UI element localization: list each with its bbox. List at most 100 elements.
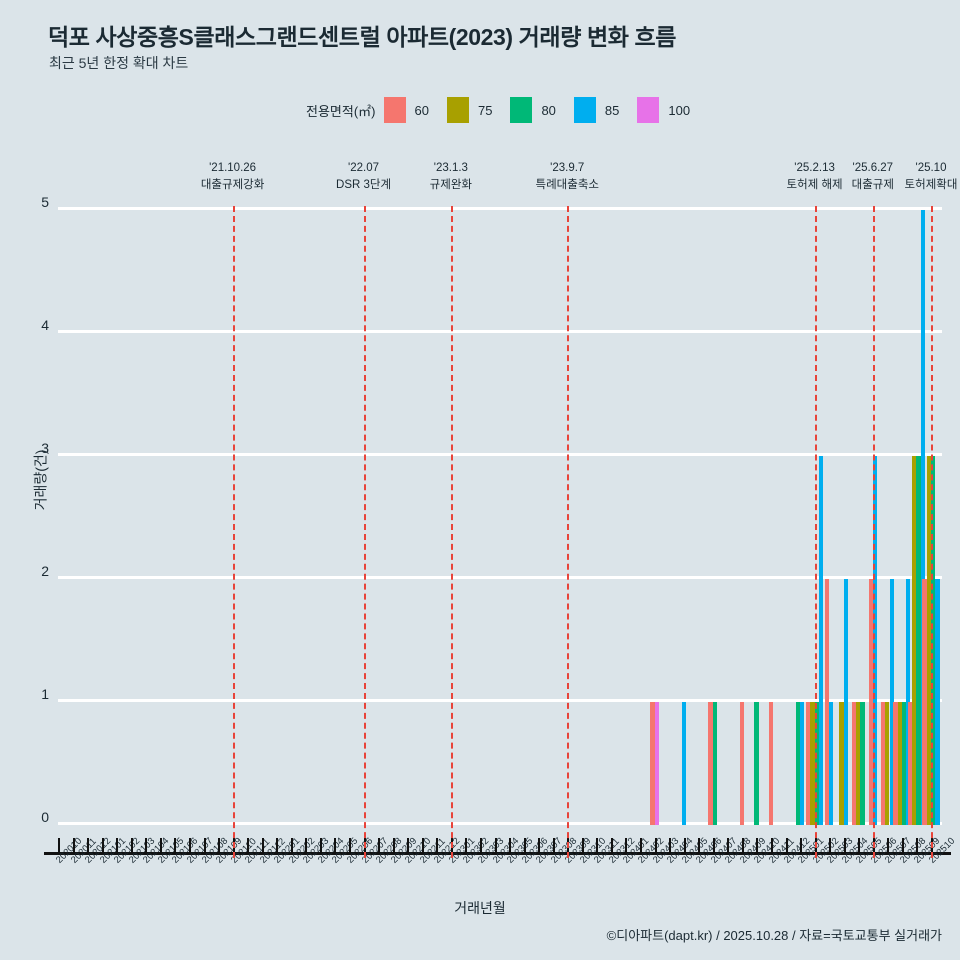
x-tick-202410 xyxy=(756,838,759,852)
x-tick-202305 xyxy=(509,838,512,852)
bar-202508-80[interactable] xyxy=(901,702,907,825)
event-date-6: '25.10 xyxy=(915,162,947,174)
legend-title: 전용면적(㎡) xyxy=(306,103,376,119)
bar-202407-80[interactable] xyxy=(712,702,718,825)
x-tick-202504 xyxy=(843,838,846,852)
bar-202507-85[interactable] xyxy=(889,579,894,825)
bar-202502-85[interactable] xyxy=(818,456,824,825)
x-axis-line xyxy=(44,852,951,855)
event-date-2: '23.1.3 xyxy=(433,162,468,174)
x-tick-202505 xyxy=(858,838,861,852)
bar-202508-60[interactable] xyxy=(893,702,898,825)
gridline-5 xyxy=(58,207,942,210)
event-name-6: 토허제확대 xyxy=(904,178,958,191)
event-label-0: '21.10.26 대출규제강화 xyxy=(201,160,264,193)
x-tick-202204 xyxy=(319,838,322,852)
event-name-5: 대출규제 xyxy=(851,178,894,191)
bar-202510-85[interactable] xyxy=(935,579,940,825)
y-tick-label-0: 0 xyxy=(41,809,49,825)
y-tick-label-1: 1 xyxy=(41,686,49,702)
bar-202505-60[interactable] xyxy=(851,702,857,825)
event-date-4: '25.2.13 xyxy=(794,162,835,174)
x-tick-202010 xyxy=(58,838,60,852)
legend-label-60: 60 xyxy=(414,102,429,118)
bar-202403-100[interactable] xyxy=(654,702,659,825)
bar-202504-75[interactable] xyxy=(839,702,844,825)
y-axis-label: 거래량(건) xyxy=(32,449,49,511)
x-tick-202208 xyxy=(378,838,381,852)
bar-202502-60[interactable] xyxy=(806,702,811,825)
legend-item-85[interactable]: 85 xyxy=(573,97,637,123)
x-tick-202401 xyxy=(625,838,628,852)
x-tick-202107 xyxy=(188,838,191,852)
legend-item-100[interactable]: 100 xyxy=(637,97,708,123)
x-tick-202210 xyxy=(407,838,410,852)
legend: 전용면적(㎡) 60 75 80 85 100 xyxy=(306,97,708,123)
bar-202509-80[interactable] xyxy=(916,456,921,825)
x-tick-202509 xyxy=(916,838,919,852)
legend-item-75[interactable]: 75 xyxy=(446,97,510,123)
event-label-6: '25.10 토허제확대 xyxy=(905,160,958,193)
bar-202410-80[interactable] xyxy=(754,702,759,825)
legend-item-80[interactable]: 80 xyxy=(510,97,573,123)
event-label-3: '23.9.7 특례대출축소 xyxy=(536,160,599,193)
bar-202507-60[interactable] xyxy=(880,702,886,825)
bar-202510-60[interactable] xyxy=(922,579,927,825)
bar-202409-60[interactable] xyxy=(739,702,744,825)
bar-202509-75[interactable] xyxy=(912,456,917,825)
bar-202403-60[interactable] xyxy=(650,702,655,825)
x-tick-202203 xyxy=(305,838,308,852)
bar-202506-85[interactable] xyxy=(872,456,878,825)
event-line-0 xyxy=(232,206,235,858)
bar-202505-80[interactable] xyxy=(860,702,865,825)
x-tick-202411 xyxy=(770,838,773,852)
x-tick-202105 xyxy=(159,838,162,852)
gridline-0 xyxy=(58,822,942,825)
bar-202508-75[interactable] xyxy=(897,702,902,825)
plot-area: 0 1 2 3 4 5 xyxy=(41,194,942,825)
x-tick-202501 xyxy=(800,838,803,852)
bar-202405-85[interactable] xyxy=(681,702,686,825)
legend-swatch-100 xyxy=(637,97,660,123)
bar-202506-60[interactable] xyxy=(868,579,873,825)
bar-202502-80[interactable] xyxy=(814,702,819,825)
x-tick-202310 xyxy=(581,838,584,852)
gridline-1 xyxy=(58,699,942,702)
x-tick-202405 xyxy=(683,838,686,852)
y-tick-label-3: 3 xyxy=(41,440,49,456)
bar-202411-60[interactable] xyxy=(768,702,774,825)
event-name-3: 특례대출축소 xyxy=(535,178,599,191)
x-tick-202201 xyxy=(276,838,279,852)
x-tick-202103 xyxy=(130,838,133,852)
legend-swatch-75 xyxy=(446,97,469,123)
x-tick-202012 xyxy=(87,838,90,852)
bar-202504-85[interactable] xyxy=(843,579,848,825)
x-tick-202308 xyxy=(552,838,555,852)
x-tick-202112 xyxy=(261,838,264,852)
legend-swatch-85 xyxy=(573,97,596,123)
bar-202503-60[interactable] xyxy=(824,579,830,825)
x-tick-202205 xyxy=(334,838,337,852)
x-tick-202402 xyxy=(640,838,642,852)
bar-202510-75[interactable] xyxy=(926,456,931,825)
bar-202509-60[interactable] xyxy=(907,702,913,825)
bar-202509-85[interactable] xyxy=(920,210,926,825)
bar-202501-85[interactable] xyxy=(800,702,805,825)
x-tick-202106 xyxy=(174,838,177,852)
bar-202503-85[interactable] xyxy=(829,702,834,825)
bar-202505-75[interactable] xyxy=(856,702,861,825)
legend-item-60[interactable]: 60 xyxy=(383,97,447,123)
event-date-0: '21.10.26 xyxy=(209,162,257,174)
bar-202407-60[interactable] xyxy=(708,702,713,825)
bar-202501-80[interactable] xyxy=(795,702,801,825)
x-tick-202406 xyxy=(698,838,701,852)
bar-202510-80[interactable] xyxy=(931,456,936,825)
event-name-4: 토허제 해제 xyxy=(786,178,843,191)
gridline-2 xyxy=(58,576,942,579)
event-name-0: 대출규제강화 xyxy=(200,178,265,191)
bar-202507-75[interactable] xyxy=(885,702,890,825)
bar-202502-75[interactable] xyxy=(810,702,815,825)
x-tick-202312 xyxy=(610,838,613,852)
y-tick-label-2: 2 xyxy=(41,563,49,579)
legend-label-75: 75 xyxy=(477,102,493,118)
